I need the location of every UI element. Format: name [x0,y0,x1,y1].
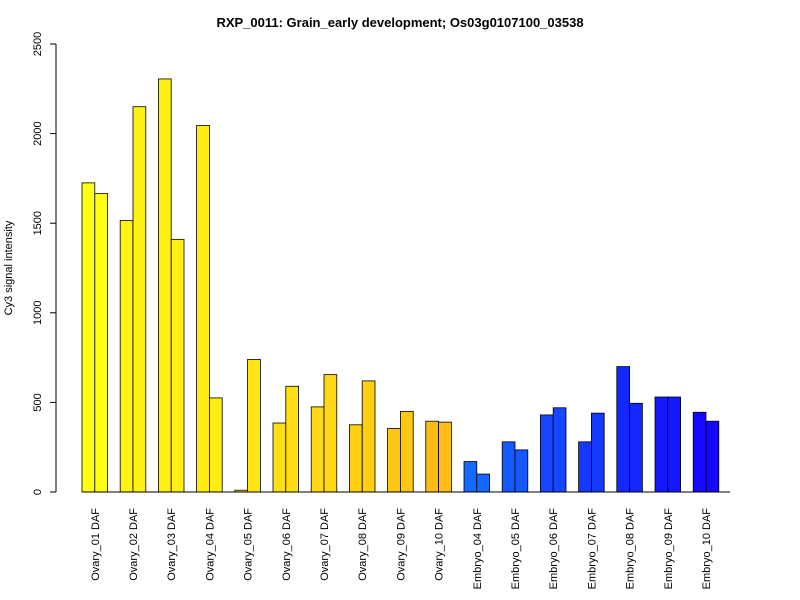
bar-8-rep-2 [361,380,376,493]
bar-2-rep-1 [119,220,134,493]
bar-1-rep-1 [81,182,96,493]
x-tick-label: Embryo_08 DAF [625,508,637,590]
y-axis-label: Cy3 signal intensity [3,220,15,315]
bar-10-rep-1 [425,420,439,493]
bar-14-rep-1 [578,441,592,493]
bars-group [81,78,720,493]
bar-11-rep-2 [476,473,490,493]
y-tick-label: 1500 [32,211,44,235]
x-tick-label: Ovary_03 DAF [166,508,178,581]
bar-7-rep-1 [310,406,325,493]
bar-6-rep-1 [272,422,287,493]
bar-17-rep-2 [705,420,720,493]
x-tick-label: Ovary_05 DAF [243,508,255,581]
y-axis: 0 500 1000 1500 2000 2500 [32,32,57,495]
bar-7-rep-2 [323,374,338,493]
x-tick-label: Ovary_10 DAF [434,508,446,581]
y-tick-label: 0 [32,489,44,495]
bar-9-rep-1 [387,427,401,493]
x-tick-label: Embryo_07 DAF [586,508,598,590]
x-tick-label: Embryo_05 DAF [510,508,522,590]
x-tick-label: Embryo_10 DAF [701,508,713,590]
bar-13-rep-2 [552,407,567,493]
bar-4-rep-1 [196,125,210,493]
x-tick-label: Embryo_04 DAF [472,508,484,590]
bar-15-rep-2 [629,402,643,493]
x-tick-label: Ovary_04 DAF [204,508,216,581]
y-tick-label: 2500 [32,32,44,56]
x-tick-label: Ovary_07 DAF [319,508,331,581]
bar-1-rep-2 [94,193,109,493]
x-tick-label: Ovary_08 DAF [357,508,369,581]
bar-10-rep-2 [438,421,452,493]
x-tick-label: Embryo_06 DAF [548,508,560,590]
bar-13-rep-1 [540,414,554,493]
chart-title: RXP_0011: Grain_early development; Os03g… [216,15,583,30]
bar-8-rep-1 [348,424,363,493]
bar-5-rep-2 [247,358,261,493]
bar-9-rep-2 [399,410,414,493]
y-tick-label: 2000 [32,121,44,145]
bar-14-rep-2 [591,412,605,493]
bar-6-rep-2 [285,385,299,493]
bar-4-rep-2 [208,397,223,493]
y-tick-label: 500 [32,393,44,411]
bar-15-rep-1 [616,366,630,493]
bar-17-rep-1 [692,411,707,493]
bar-3-rep-2 [170,238,185,493]
x-tick-label: Ovary_06 DAF [281,508,293,581]
bar-2-rep-2 [132,106,147,493]
bar-11-rep-1 [463,461,478,493]
x-tick-label: Embryo_09 DAF [663,508,675,590]
x-tick-label: Ovary_01 DAF [90,508,102,581]
bar-12-rep-2 [514,449,529,493]
y-tick-label: 1000 [32,301,44,325]
bar-12-rep-1 [501,441,516,493]
x-tick-label: Ovary_09 DAF [395,508,407,581]
x-tick-label: Ovary_02 DAF [128,508,140,581]
bar-3-rep-1 [157,78,172,493]
bar-16-rep-1 [654,396,669,493]
bar-16-rep-2 [667,396,681,493]
x-axis: Ovary_01 DAF Ovary_02 DAF Ovary_03 DAF Ovar… [82,491,730,590]
